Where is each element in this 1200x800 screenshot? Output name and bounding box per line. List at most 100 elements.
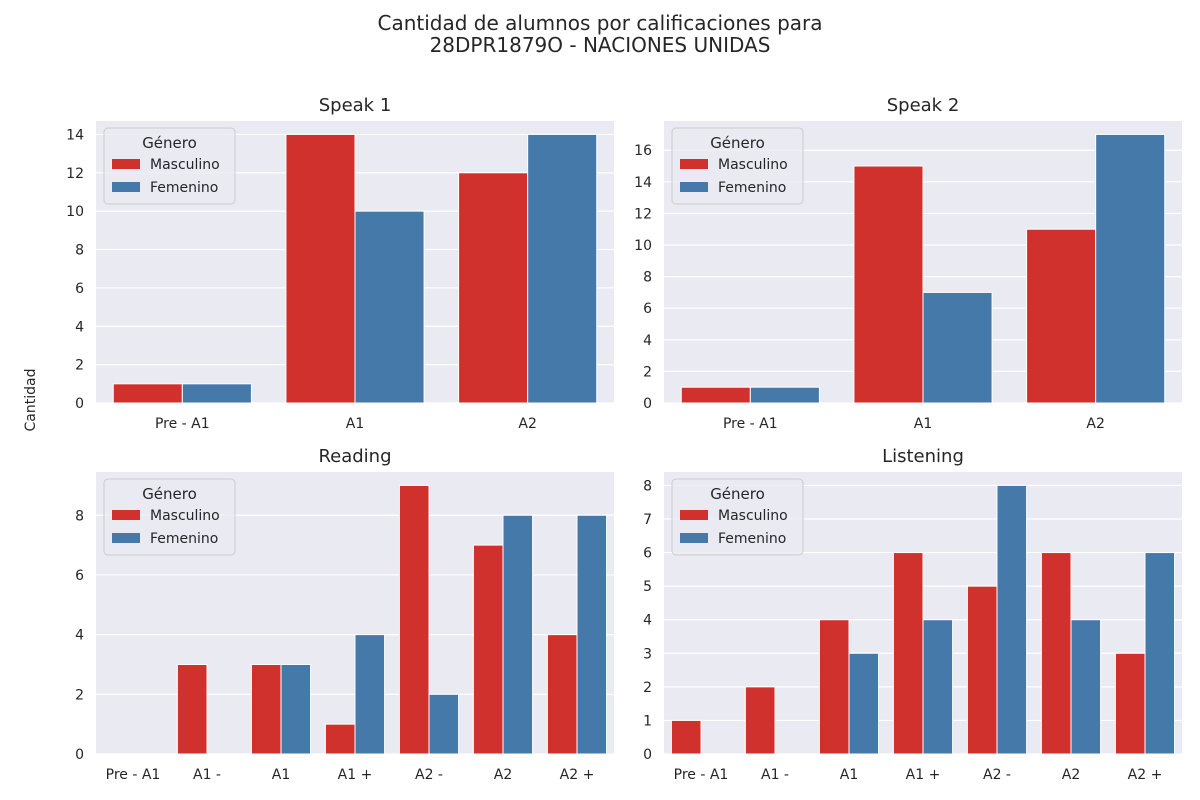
chart-title: Speak 2	[887, 95, 960, 116]
y-tick-label: 16	[634, 143, 652, 159]
figure-title: Cantidad de alumnos por calificaciones p…	[0, 12, 1200, 56]
legend-label-masculino: Masculino	[150, 508, 220, 524]
y-tick-label: 10	[66, 204, 84, 220]
x-tick-label: Pre - A1	[674, 767, 729, 783]
legend-title: Género	[710, 485, 765, 503]
figure-title-line-1: Cantidad de alumnos por calificaciones p…	[377, 11, 823, 35]
bar-femenino-2	[922, 291, 993, 404]
x-tick-label: A1	[840, 767, 858, 783]
y-tick-label: 0	[75, 396, 84, 412]
bar-femenino-6	[1070, 619, 1102, 755]
x-tick-label: A2	[518, 416, 536, 432]
bar-femenino-4	[354, 634, 386, 755]
x-tick-label: Pre - A1	[155, 416, 210, 432]
bar-masculino-3	[458, 172, 529, 404]
y-tick-label: 4	[643, 613, 652, 629]
bar-masculino-2	[176, 663, 208, 755]
y-tick-label: 0	[643, 396, 652, 412]
bar-masculino-2	[744, 686, 776, 755]
chart-panel-4: 0 1 2 3 4 5 6 7 8 Pre - A1 A1 - A1 A1 + A2 - A2 A2 + Lis…	[643, 446, 1182, 783]
bar-femenino-6	[502, 514, 534, 755]
y-tick-label: 0	[643, 747, 652, 763]
bar-masculino-4	[324, 723, 356, 755]
bar-femenino-7	[1144, 552, 1176, 755]
bar-masculino-2	[853, 165, 924, 404]
chart-panel-2: 0 2 4 6 8 10 12 14 16 Pre - A1 A1 A2 Speak 2 Género Ma…	[634, 95, 1182, 432]
y-tick-label: 2	[75, 687, 84, 703]
legend-title: Género	[142, 134, 197, 152]
legend-title: Género	[142, 485, 197, 503]
legend-swatch-masculino	[112, 510, 140, 520]
x-tick-label: A1 +	[906, 767, 941, 783]
legend: Género Masculino Femenino	[103, 478, 236, 556]
y-tick-label: 4	[643, 333, 652, 349]
bar-masculino-6	[1040, 552, 1072, 755]
y-tick-label: 4	[75, 319, 84, 335]
chart-title: Listening	[882, 446, 964, 467]
x-tick-label: A2	[1086, 416, 1104, 432]
legend-label-femenino: Femenino	[150, 180, 218, 196]
legend-label-femenino: Femenino	[150, 531, 218, 547]
bar-femenino-3	[280, 663, 312, 755]
x-tick-label: A1	[914, 416, 932, 432]
x-tick-label: A2 +	[560, 767, 595, 783]
bar-masculino-1	[670, 719, 702, 755]
bar-femenino-2	[354, 210, 425, 404]
legend-swatch-femenino	[680, 533, 708, 543]
y-tick-label: 12	[66, 166, 84, 182]
bar-masculino-6	[472, 544, 504, 755]
x-tick-label: A1	[272, 767, 290, 783]
legend-title: Género	[710, 134, 765, 152]
x-tick-label: A1 -	[193, 767, 221, 783]
legend-swatch-masculino	[680, 159, 708, 169]
bar-masculino-5	[966, 585, 998, 755]
y-tick-label: 12	[634, 206, 652, 222]
y-tick-label: 4	[75, 628, 84, 644]
legend-swatch-femenino	[680, 182, 708, 192]
bar-masculino-1	[680, 386, 751, 404]
bar-masculino-3	[1026, 228, 1097, 404]
x-tick-label: A1 +	[338, 767, 373, 783]
x-tick-label: A1 -	[761, 767, 789, 783]
y-tick-label: 6	[75, 281, 84, 297]
y-tick-label: 8	[643, 270, 652, 286]
bar-femenino-4	[922, 619, 954, 755]
y-tick-label: 14	[634, 175, 652, 191]
x-tick-label: A2 -	[415, 767, 443, 783]
legend: Género Masculino Femenino	[671, 127, 804, 205]
legend-label-masculino: Masculino	[718, 508, 788, 524]
bar-femenino-1	[749, 386, 820, 404]
chart-title: Reading	[318, 446, 391, 467]
y-tick-label: 0	[75, 747, 84, 763]
legend-swatch-femenino	[112, 182, 140, 192]
y-tick-label: 6	[75, 568, 84, 584]
x-tick-label: Pre - A1	[106, 767, 161, 783]
y-tick-label: 8	[643, 478, 652, 494]
bar-masculino-3	[250, 663, 282, 755]
legend-label-masculino: Masculino	[718, 157, 788, 173]
y-tick-label: 14	[66, 127, 84, 143]
y-tick-label: 1	[643, 713, 652, 729]
y-tick-label: 2	[643, 680, 652, 696]
bar-femenino-5	[996, 484, 1028, 755]
x-tick-label: A2 +	[1128, 767, 1163, 783]
y-tick-label: 10	[634, 238, 652, 254]
chart-panel-1: 0 2 4 6 8 10 12 14 Pre - A1 A1 A2 Speak 1 Género Masc…	[66, 95, 614, 432]
legend: Género Masculino Femenino	[103, 127, 236, 205]
y-tick-label: 6	[643, 301, 652, 317]
y-tick-label: 7	[643, 512, 652, 528]
legend-swatch-masculino	[680, 510, 708, 520]
y-tick-label: 6	[643, 546, 652, 562]
y-tick-label: 2	[643, 364, 652, 380]
bar-femenino-7	[576, 514, 608, 755]
y-tick-label: 8	[75, 243, 84, 259]
y-tick-label: 8	[75, 508, 84, 524]
x-tick-label: Pre - A1	[723, 416, 778, 432]
bar-masculino-7	[1114, 652, 1146, 755]
legend-label-masculino: Masculino	[150, 157, 220, 173]
bar-femenino-1	[181, 383, 252, 404]
bar-femenino-3	[848, 652, 880, 755]
x-tick-label: A2	[1062, 767, 1080, 783]
legend-label-femenino: Femenino	[718, 180, 786, 196]
